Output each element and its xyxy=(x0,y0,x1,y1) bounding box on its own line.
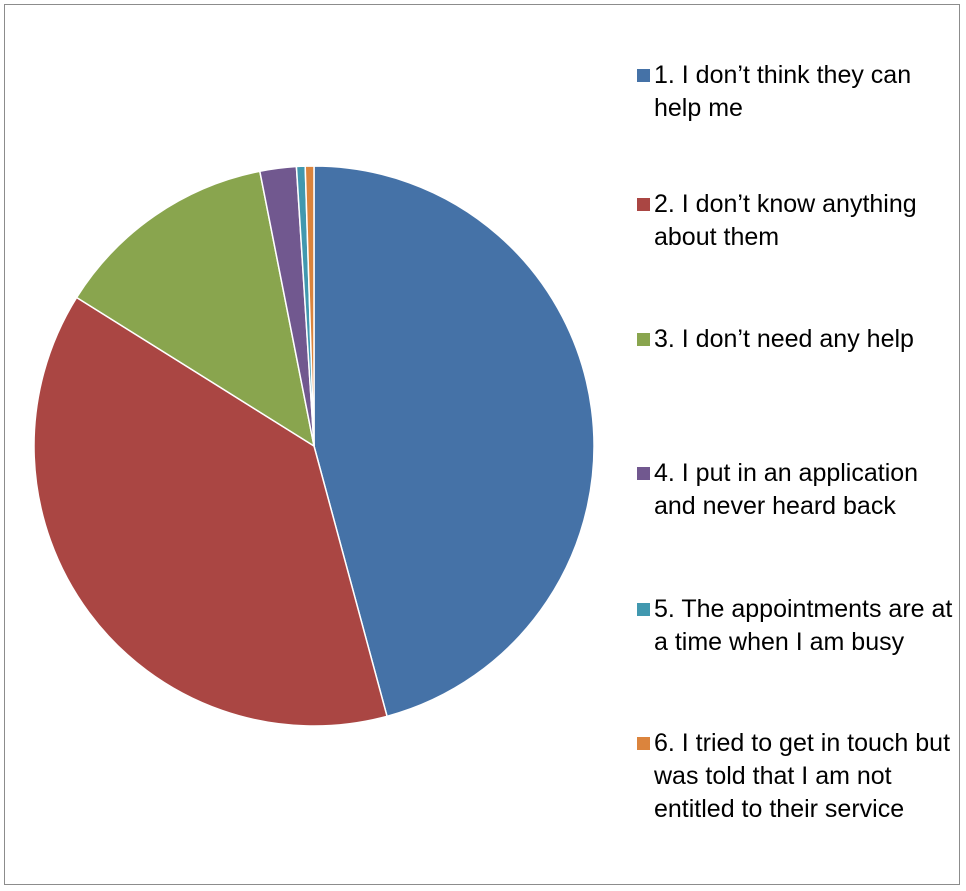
legend-swatch-3 xyxy=(637,333,650,346)
legend-item-6: 6. I tried to get in touch but was told … xyxy=(637,727,957,826)
legend-label-3: 3. I don’t need any help xyxy=(654,325,914,353)
legend-swatch-6 xyxy=(637,737,650,750)
legend-item-3: 3. I don’t need any help xyxy=(637,323,957,356)
legend-item-4: 4. I put in an application and never hea… xyxy=(637,457,957,523)
pie-slices xyxy=(33,165,595,727)
legend-label-1: 1. I don’t think they can help me xyxy=(654,61,912,122)
pie-slice-6 xyxy=(304,165,315,447)
legend-swatch-1 xyxy=(637,69,650,82)
chart-frame: 1. I don’t think they can help me 2. I d… xyxy=(4,4,960,885)
legend-swatch-4 xyxy=(637,467,650,480)
pie-chart xyxy=(33,165,595,727)
legend-item-1: 1. I don’t think they can help me xyxy=(637,59,957,125)
legend-item-2: 2. I don’t know anything about them xyxy=(637,188,957,254)
legend-swatch-2 xyxy=(637,198,650,211)
legend-label-6: 6. I tried to get in touch but was told … xyxy=(654,729,951,823)
pie-slice-2 xyxy=(33,296,388,727)
legend-label-5: 5. The appointments are at a time when I… xyxy=(654,595,953,656)
legend-label-2: 2. I don’t know anything about them xyxy=(654,190,917,251)
pie-slice-3 xyxy=(75,170,315,447)
legend-swatch-5 xyxy=(637,603,650,616)
legend-item-5: 5. The appointments are at a time when I… xyxy=(637,593,957,659)
legend-label-4: 4. I put in an application and never hea… xyxy=(654,459,919,520)
pie-slice-1 xyxy=(313,165,595,718)
